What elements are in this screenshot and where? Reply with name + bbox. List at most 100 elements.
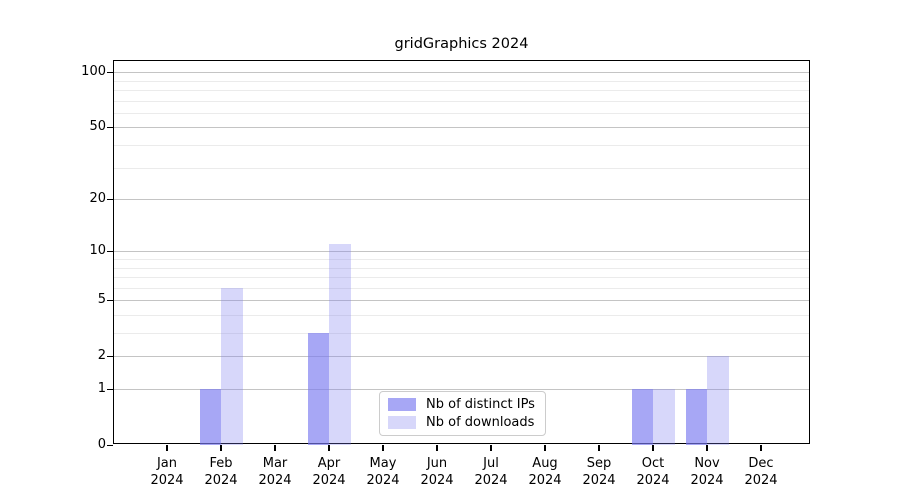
x-tick-year: 2024 bbox=[312, 473, 346, 488]
y-tick-label: 5 bbox=[97, 292, 106, 308]
x-tick-label: Dec 2024 bbox=[731, 455, 791, 489]
minor-gridline bbox=[114, 267, 809, 269]
y-tick-mark bbox=[107, 198, 113, 200]
legend-swatch-distinct-ips bbox=[388, 398, 416, 411]
x-tick-mark bbox=[328, 445, 330, 451]
minor-gridline bbox=[114, 80, 809, 82]
minor-gridline bbox=[114, 333, 809, 334]
y-tick-label: 1 bbox=[97, 381, 106, 396]
major-gridline bbox=[114, 199, 809, 201]
y-tick-label: 0 bbox=[97, 437, 106, 452]
x-tick-month: Jan bbox=[156, 456, 178, 471]
x-tick-mark bbox=[544, 445, 546, 451]
x-tick-mark bbox=[706, 445, 708, 451]
minor-gridline bbox=[114, 277, 809, 279]
legend-swatch-downloads bbox=[388, 416, 416, 429]
minor-gridline bbox=[114, 167, 809, 169]
x-tick-month: Feb bbox=[209, 456, 233, 471]
x-tick-year: 2024 bbox=[258, 473, 292, 488]
x-tick-label: Mar 2024 bbox=[245, 455, 305, 489]
legend: Nb of distinct IPs Nb of downloads bbox=[379, 391, 546, 436]
x-tick-year: 2024 bbox=[636, 473, 670, 488]
x-tick-month: Jun bbox=[426, 456, 448, 471]
y-tick-mark bbox=[107, 250, 113, 253]
y-tick-mark bbox=[107, 299, 113, 302]
x-tick-month: Mar bbox=[262, 456, 288, 471]
x-tick-mark bbox=[598, 445, 600, 451]
minor-gridline bbox=[114, 287, 809, 289]
major-gridline bbox=[114, 72, 809, 74]
x-tick-year: 2024 bbox=[204, 473, 238, 488]
bar-oct-downloads bbox=[653, 389, 675, 445]
bar-apr-distinct-ips bbox=[307, 333, 329, 445]
x-tick-mark bbox=[382, 445, 384, 451]
bar-feb-downloads bbox=[221, 287, 243, 445]
x-tick-label: May 2024 bbox=[353, 455, 413, 489]
x-tick-year: 2024 bbox=[420, 473, 454, 488]
legend-entry-downloads: Nb of downloads bbox=[388, 415, 535, 430]
legend-label-downloads: Nb of downloads bbox=[426, 415, 535, 430]
minor-gridline bbox=[114, 90, 809, 91]
minor-gridline bbox=[114, 314, 809, 316]
legend-entry-distinct-ips: Nb of distinct IPs bbox=[388, 397, 535, 412]
minor-gridline bbox=[114, 100, 809, 102]
major-gridline bbox=[114, 300, 809, 302]
bar-apr-downloads bbox=[329, 244, 351, 445]
x-tick-mark bbox=[436, 445, 438, 451]
y-tick-mark bbox=[107, 388, 113, 390]
y-tick-mark bbox=[107, 355, 113, 358]
x-tick-year: 2024 bbox=[582, 473, 616, 488]
x-tick-mark bbox=[760, 445, 762, 451]
x-tick-year: 2024 bbox=[150, 473, 184, 488]
bar-nov-distinct-ips bbox=[685, 389, 707, 445]
minor-gridline bbox=[114, 145, 809, 146]
y-tick-mark bbox=[107, 126, 113, 129]
x-tick-month: May bbox=[369, 456, 397, 471]
y-tick-label: 20 bbox=[89, 191, 106, 207]
major-gridline bbox=[114, 127, 809, 129]
x-tick-label: Jul 2024 bbox=[461, 455, 521, 489]
bar-oct-distinct-ips bbox=[631, 389, 653, 445]
major-gridline bbox=[114, 251, 809, 253]
x-tick-mark bbox=[490, 445, 492, 451]
x-tick-year: 2024 bbox=[528, 473, 562, 488]
x-tick-label: Jan 2024 bbox=[137, 455, 197, 489]
major-gridline bbox=[114, 389, 809, 390]
y-tick-mark bbox=[107, 71, 113, 73]
x-tick-month: Dec bbox=[748, 456, 774, 471]
x-tick-label: Sep 2024 bbox=[569, 455, 629, 489]
x-tick-year: 2024 bbox=[744, 473, 778, 488]
legend-label-distinct-ips: Nb of distinct IPs bbox=[426, 397, 535, 412]
minor-gridline bbox=[114, 112, 809, 114]
y-tick-label: 100 bbox=[81, 64, 106, 80]
x-tick-label: Oct 2024 bbox=[623, 455, 683, 489]
x-tick-mark bbox=[166, 445, 168, 451]
x-tick-mark bbox=[274, 445, 276, 451]
x-tick-year: 2024 bbox=[474, 473, 508, 488]
x-tick-label: Apr 2024 bbox=[299, 455, 359, 489]
x-tick-month: Sep bbox=[586, 456, 612, 471]
x-tick-mark bbox=[220, 445, 222, 451]
x-tick-year: 2024 bbox=[690, 473, 724, 488]
y-tick-label: 2 bbox=[97, 348, 106, 364]
x-tick-label: Aug 2024 bbox=[515, 455, 575, 489]
plot-area: 0 1 2 5 10 20 50 100 Jan 2024 Feb 2024 Mar 2024 Apr 20… bbox=[81, 60, 810, 488]
bar-nov-downloads bbox=[707, 356, 729, 445]
y-tick-mark bbox=[107, 444, 113, 446]
x-tick-month: Apr bbox=[317, 456, 341, 471]
y-tick-label: 50 bbox=[89, 119, 106, 135]
x-tick-month: Oct bbox=[641, 456, 665, 471]
x-tick-mark bbox=[652, 445, 654, 451]
minor-gridline bbox=[114, 258, 809, 260]
x-tick-year: 2024 bbox=[366, 473, 400, 488]
x-tick-month: Jul bbox=[483, 456, 499, 471]
x-tick-label: Feb 2024 bbox=[191, 455, 251, 489]
x-tick-month: Aug bbox=[532, 456, 558, 471]
major-gridline bbox=[114, 356, 809, 358]
x-tick-month: Nov bbox=[694, 456, 720, 471]
x-tick-label: Jun 2024 bbox=[407, 455, 467, 489]
y-tick-label: 10 bbox=[89, 243, 106, 259]
bar-feb-distinct-ips bbox=[199, 389, 221, 445]
x-tick-label: Nov 2024 bbox=[677, 455, 737, 489]
